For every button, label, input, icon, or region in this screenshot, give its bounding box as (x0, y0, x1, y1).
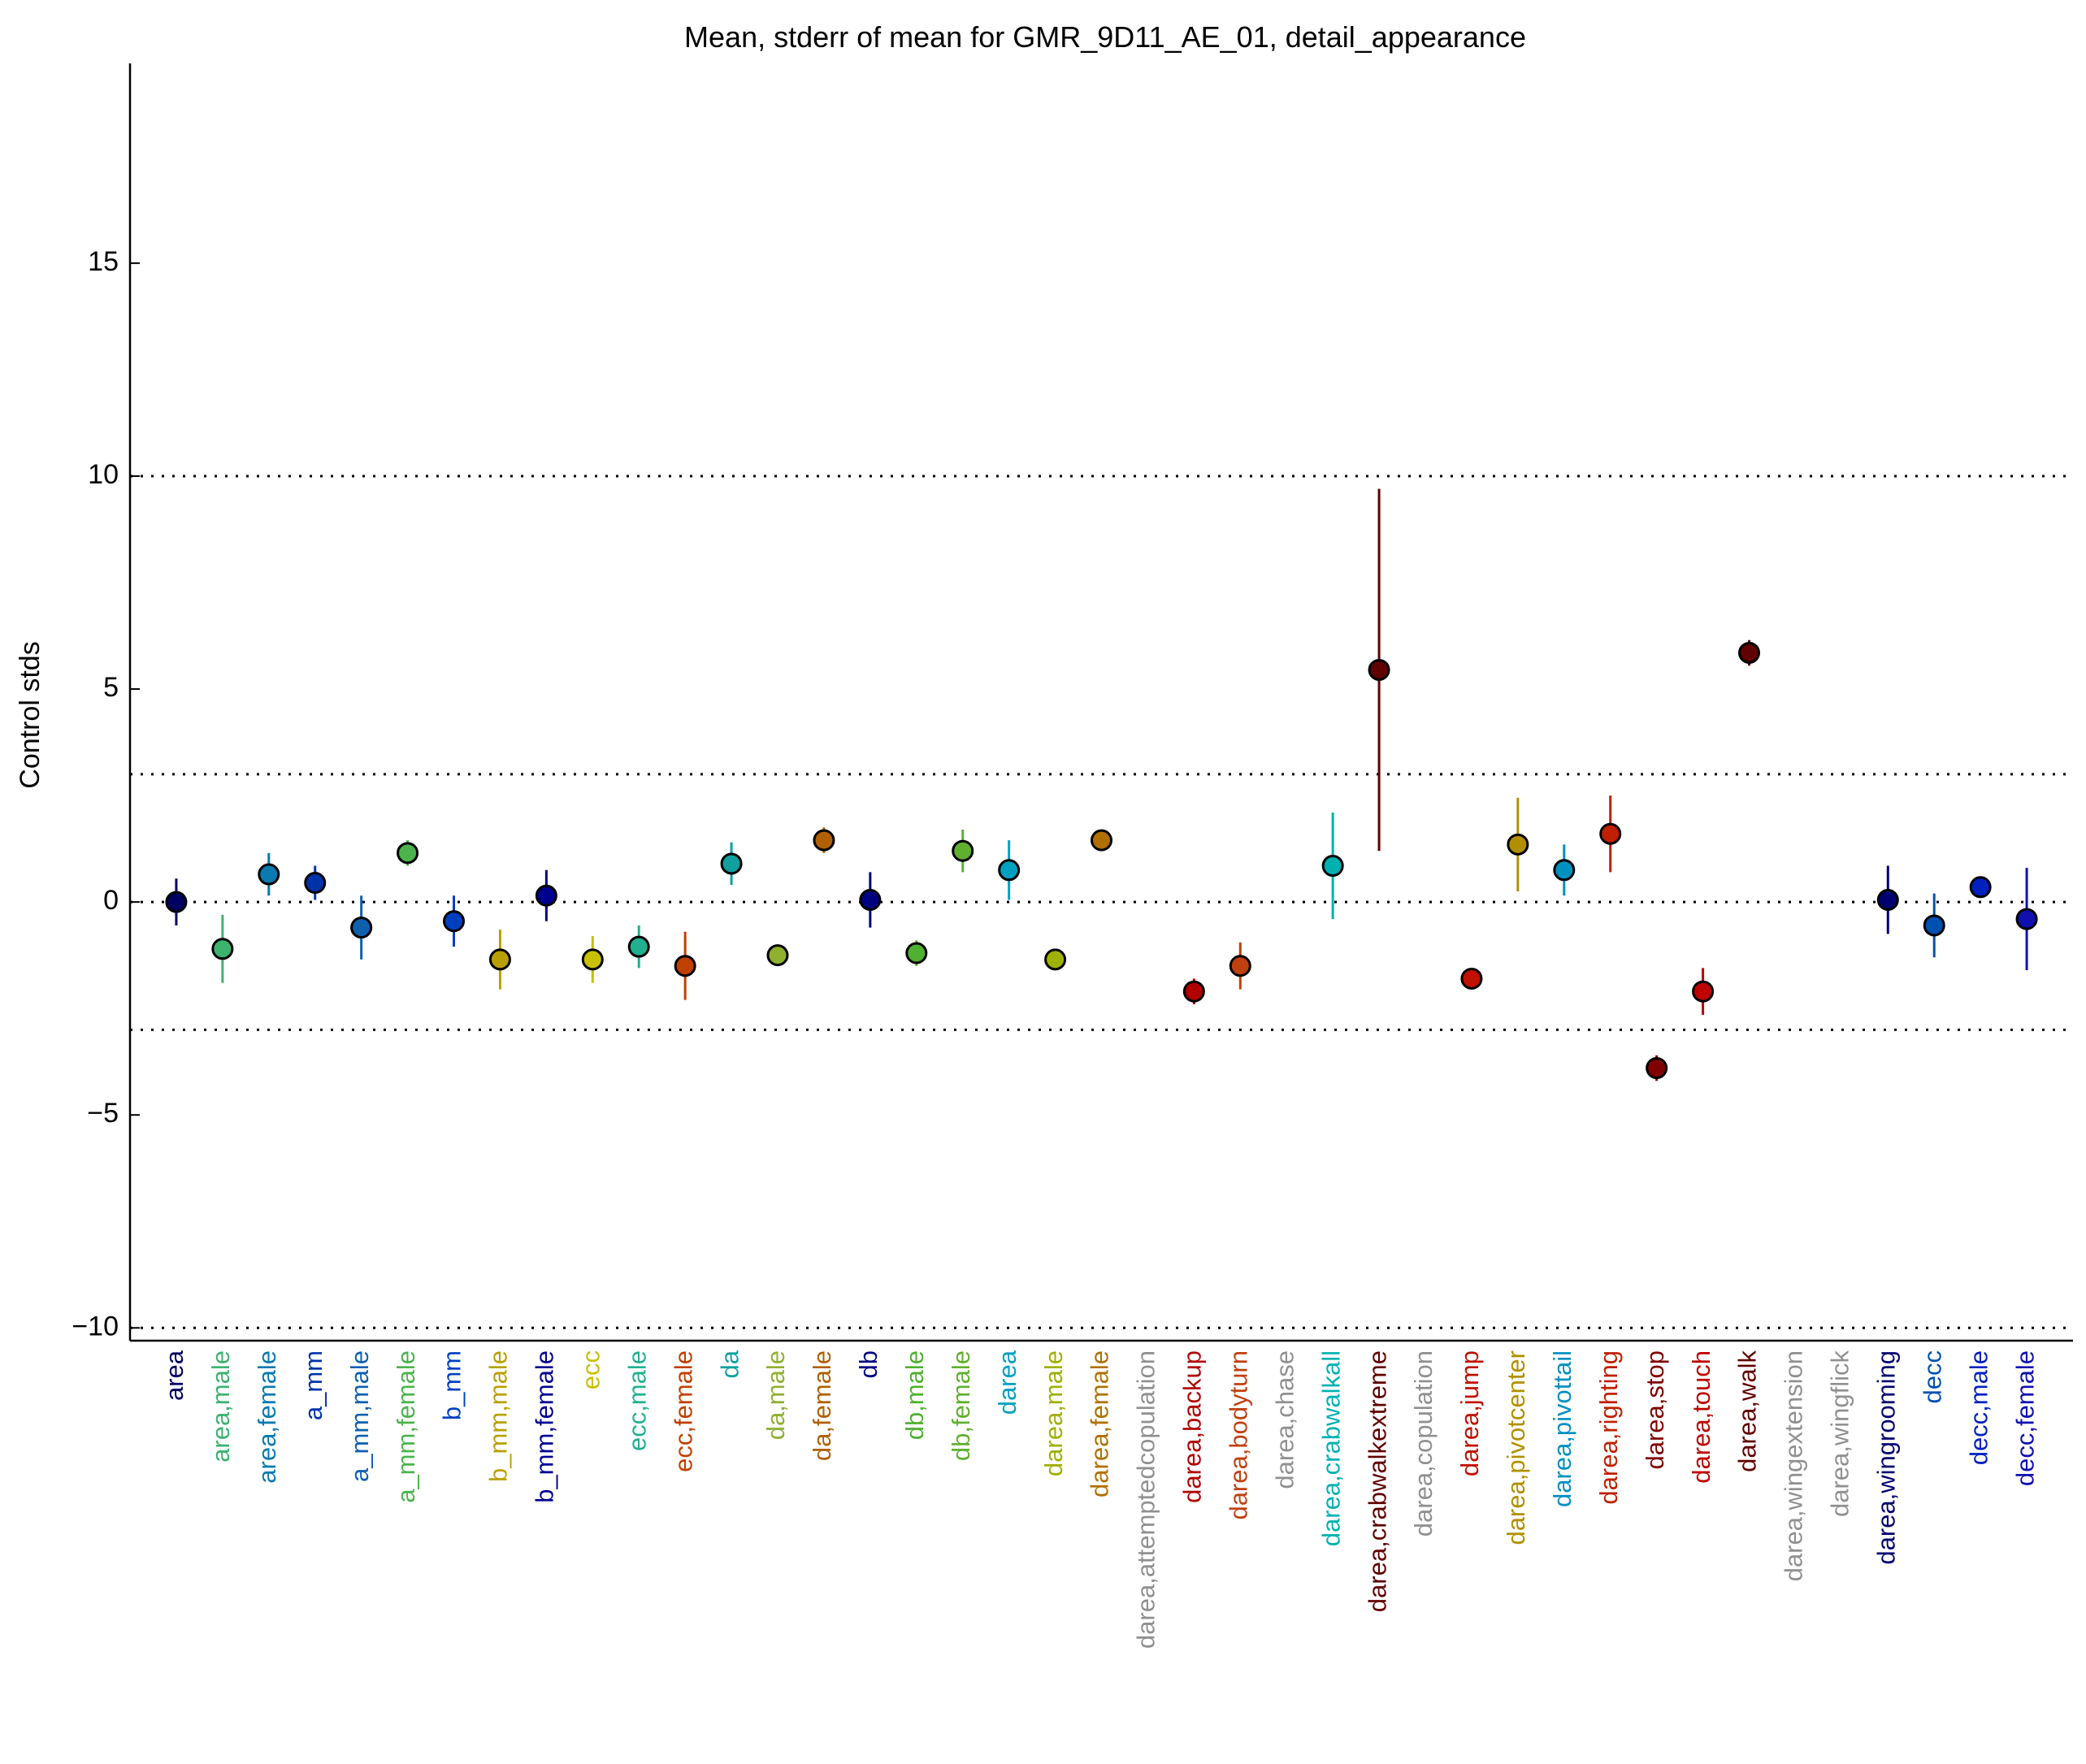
x-tick-label: darea,crabwalkextreme (1363, 1350, 1391, 1612)
x-tick-label: a_mm,male (345, 1350, 374, 1482)
mean-marker (627, 935, 650, 958)
x-tick-label: darea,pivotcenter (1502, 1350, 1530, 1545)
x-tick-label: darea,jump (1455, 1350, 1484, 1476)
mean-marker (211, 938, 234, 960)
mean-marker (535, 884, 557, 907)
mean-marker (165, 891, 188, 913)
x-tick-label: darea,attemptedcopulation (1132, 1350, 1160, 1649)
x-tick-label: a_mm (299, 1350, 327, 1420)
mean-marker (1738, 641, 1760, 664)
x-tick-label: darea,pivottail (1548, 1350, 1576, 1507)
x-tick-label: da,female (808, 1350, 836, 1461)
y-tick-label: −10 (72, 1311, 119, 1341)
mean-marker (1368, 658, 1390, 681)
mean-marker (1229, 955, 1251, 977)
x-tick-label: darea,walk (1733, 1350, 1762, 1472)
x-tick-label: darea,wingflick (1826, 1350, 1854, 1518)
y-tick-label: −5 (87, 1098, 119, 1129)
x-tick-label: darea,backup (1178, 1350, 1207, 1503)
mean-marker (1091, 829, 1112, 852)
mean-marker (1969, 876, 1992, 899)
y-tick-label: 5 (103, 672, 119, 703)
x-tick-label: decc,male (1964, 1350, 1993, 1465)
mean-marker (488, 948, 511, 971)
y-axis-label: Control stds (15, 641, 46, 788)
mean-marker (905, 942, 928, 964)
x-tick-label: darea,wingextension (1780, 1350, 1808, 1581)
x-tick-label: darea,bodyturn (1224, 1350, 1252, 1520)
x-tick-label: ecc,male (622, 1350, 651, 1451)
mean-marker (1876, 888, 1899, 911)
mean-marker (1182, 980, 1205, 1003)
x-tick-label: ecc (576, 1350, 605, 1389)
mean-marker (1507, 833, 1529, 856)
mean-marker (1044, 948, 1067, 971)
chart-title: Mean, stderr of mean for GMR_9D11_AE_01,… (684, 20, 1526, 54)
x-tick-label: darea (993, 1350, 1021, 1415)
x-tick-label: a_mm,female (392, 1350, 420, 1503)
mean-marker (397, 842, 419, 865)
x-tick-label: area,male (206, 1350, 235, 1463)
x-tick-label: db (854, 1350, 883, 1378)
x-tick-label: darea,crabwalkall (1316, 1350, 1345, 1546)
x-tick-label: da (715, 1350, 744, 1378)
mean-marker (859, 888, 882, 911)
mean-marker (998, 859, 1021, 882)
mean-marker (1692, 980, 1715, 1003)
mean-marker (350, 917, 373, 939)
x-tick-label: b_mm,female (531, 1350, 559, 1503)
mean-marker (674, 955, 696, 977)
mean-marker (1460, 967, 1483, 990)
x-tick-label: darea,righting (1594, 1350, 1623, 1505)
mean-marker (1599, 822, 1622, 845)
x-tick-label: darea,male (1039, 1350, 1068, 1476)
x-tick-label: ecc,female (669, 1350, 697, 1472)
x-tick-label: da,male (761, 1350, 790, 1440)
mean-marker (952, 839, 974, 862)
x-tick-label: darea,chase (1270, 1350, 1299, 1489)
y-tick-label: 0 (103, 885, 119, 916)
mean-marker (813, 829, 835, 852)
mean-marker (443, 910, 465, 933)
x-tick-label: area,female (253, 1350, 281, 1484)
mean-marker (1321, 855, 1344, 878)
x-tick-label: darea,copulation (1409, 1350, 1438, 1536)
x-tick-label: db,male (900, 1350, 929, 1440)
mean-marker (1923, 914, 1945, 937)
x-tick-label: area (160, 1350, 189, 1401)
x-tick-label: darea,female (1086, 1350, 1114, 1497)
y-tick-label: 15 (88, 246, 119, 277)
mean-marker (2015, 908, 2038, 930)
y-tick-label: 10 (88, 459, 119, 490)
mean-marker (1646, 1057, 1668, 1080)
x-tick-label: darea,touch (1687, 1350, 1715, 1484)
x-tick-label: db,female (947, 1350, 975, 1461)
mean-marker (766, 944, 789, 967)
x-tick-label: decc,female (2010, 1350, 2039, 1486)
x-tick-label: darea,stop (1641, 1350, 1669, 1470)
x-tick-label: b_mm,male (484, 1350, 513, 1482)
x-tick-label: b_mm (438, 1350, 466, 1420)
x-tick-label: darea,wingrooming (1871, 1350, 1900, 1565)
mean-marker (720, 852, 743, 875)
mean-marker (258, 863, 280, 886)
mean-marker (1553, 859, 1576, 882)
mean-marker (581, 948, 604, 971)
x-tick-label: decc (1918, 1350, 1946, 1403)
mean-marker (304, 872, 327, 895)
